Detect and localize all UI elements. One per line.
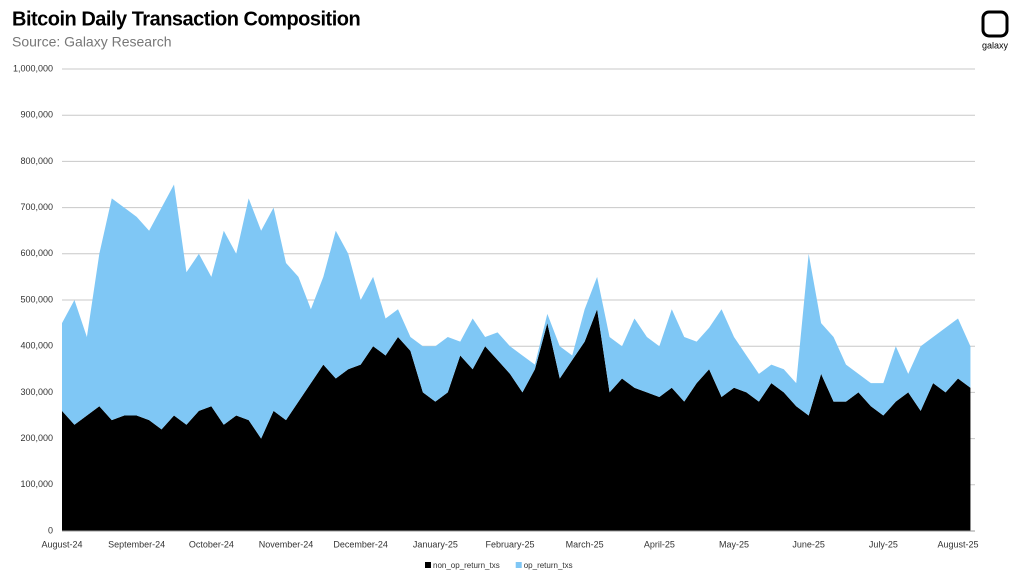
x-tick-label: April-25 xyxy=(644,539,675,549)
legend-label: op_return_txs xyxy=(524,561,573,570)
y-tick-label: 500,000 xyxy=(20,294,53,304)
chart-title: Bitcoin Daily Transaction Composition xyxy=(12,8,360,30)
area xyxy=(62,184,971,439)
brand-logo: galaxy xyxy=(981,10,1009,50)
x-tick-label: July-25 xyxy=(869,539,898,549)
y-tick-label: 700,000 xyxy=(20,202,53,212)
y-tick-label: 300,000 xyxy=(20,387,53,397)
x-tick-label: August-24 xyxy=(41,539,82,549)
y-tick-label: 400,000 xyxy=(20,341,53,351)
y-tick-label: 0 xyxy=(48,525,53,535)
legend-swatch xyxy=(515,562,522,568)
y-tick-label: 800,000 xyxy=(20,156,53,166)
legend-swatch xyxy=(425,562,431,568)
x-tick-label: October-24 xyxy=(189,539,234,549)
area xyxy=(62,309,971,531)
x-tick-label: January-25 xyxy=(413,539,458,549)
x-tick-label: March-25 xyxy=(566,539,604,549)
x-tick-label: December-24 xyxy=(333,539,388,549)
y-tick-label: 600,000 xyxy=(20,248,53,258)
legend-label: non_op_return_txs xyxy=(433,561,500,570)
x-tick-label: February-25 xyxy=(485,539,534,549)
chart-subtitle: Source: Galaxy Research xyxy=(12,34,172,50)
y-tick-label: 1,000,000 xyxy=(13,63,53,73)
x-tick-label: June-25 xyxy=(792,539,825,549)
logo-icon xyxy=(981,10,1009,38)
x-tick-label: August-25 xyxy=(937,539,978,549)
x-tick-label: September-24 xyxy=(108,539,165,549)
y-tick-label: 900,000 xyxy=(20,110,53,120)
logo-text: galaxy xyxy=(982,40,1009,50)
y-tick-label: 100,000 xyxy=(20,479,53,489)
y-tick-label: 200,000 xyxy=(20,433,53,443)
x-tick-label: May-25 xyxy=(719,539,749,549)
x-tick-label: November-24 xyxy=(259,539,314,549)
